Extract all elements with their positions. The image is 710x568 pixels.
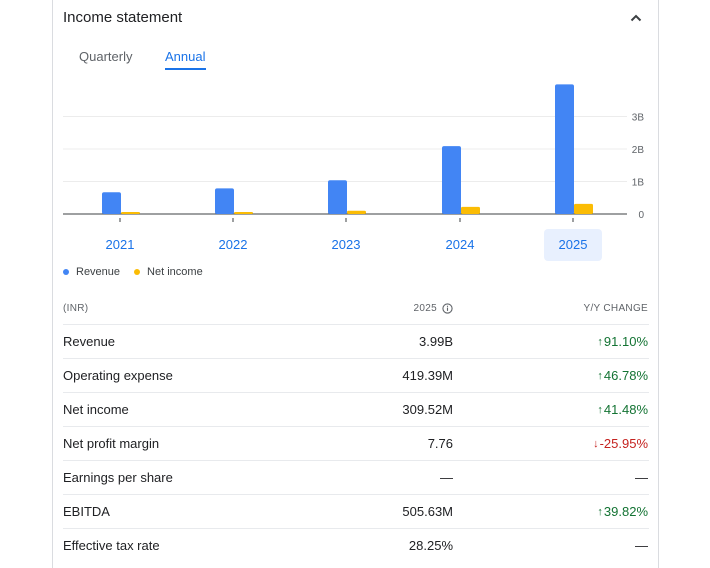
row-label: Effective tax rate <box>63 538 160 553</box>
header-year-label: 2025 <box>413 302 437 314</box>
legend-dot-net-income <box>134 269 141 275</box>
row-change: ↑ 91.10% <box>453 334 648 349</box>
row-change: ↑ 39.82% <box>453 504 648 519</box>
arrow-up-icon: ↑ <box>597 335 603 348</box>
legend-dot-revenue <box>63 269 69 275</box>
income-chart: 0 1B 2B 3B <box>63 84 645 222</box>
bar-net-income-2022 <box>234 212 253 214</box>
legend-label-revenue: Revenue <box>76 266 121 278</box>
row-change: — <box>635 470 648 485</box>
table-row: Earnings per share — — <box>63 461 649 495</box>
row-label: Earnings per share <box>63 470 173 485</box>
row-value: 505.63M <box>402 504 453 519</box>
row-label: Net profit margin <box>63 436 160 451</box>
table-header: (INR) 2025 Y/Y CHANGE <box>63 292 649 325</box>
row-value: 419.39M <box>402 368 453 383</box>
row-change: ↑ 46.78% <box>453 368 648 383</box>
row-change-value: 91.10% <box>603 334 648 349</box>
chevron-up-icon <box>630 14 642 22</box>
arrow-down-icon: ↓ <box>593 437 599 450</box>
row-change: ↓ -25.95% <box>453 436 648 451</box>
table-row: Operating expense 419.39M ↑ 46.78% <box>63 359 649 393</box>
chart-legend: Revenue Net income <box>63 266 217 278</box>
y-tick-label: 0 <box>638 210 644 221</box>
year-button-2022[interactable]: 2022 <box>218 237 248 252</box>
header-year: 2025 <box>323 303 453 314</box>
bar-revenue-2021 <box>102 192 121 214</box>
row-value: — <box>440 470 453 485</box>
row-value: 7.76 <box>427 436 453 451</box>
legend-label-net-income: Net income <box>147 266 203 278</box>
bar-net-income-2021 <box>121 212 140 214</box>
row-label: Operating expense <box>63 368 173 383</box>
year-button-2021[interactable]: 2021 <box>105 237 135 252</box>
row-change: — <box>635 538 648 553</box>
financials-table: (INR) 2025 Y/Y CHANGE Revenue 3.99B ↑ 91.10… <box>63 292 649 562</box>
row-change-value: 46.78% <box>603 368 648 383</box>
row-label: EBITDA <box>63 504 110 519</box>
row-change: ↑ 41.48% <box>453 402 648 417</box>
row-change-value: -25.95% <box>599 436 648 451</box>
collapse-button[interactable] <box>627 9 645 27</box>
table-row: Net profit margin 7.76 ↓ -25.95% <box>63 427 649 461</box>
row-label: Net income <box>63 402 129 417</box>
row-change-value: 39.82% <box>603 504 648 519</box>
card-title: Income statement <box>63 9 183 26</box>
y-tick-label: 1B <box>632 178 645 189</box>
arrow-up-icon: ↑ <box>597 403 603 416</box>
row-value: 3.99B <box>419 334 453 349</box>
row-value: 309.52M <box>402 402 453 417</box>
legend-item-revenue: Revenue <box>63 266 120 278</box>
row-label: Revenue <box>63 334 116 349</box>
row-value: 28.25% <box>408 538 453 553</box>
bar-revenue-2024 <box>442 146 461 214</box>
y-tick-label: 3B <box>632 113 645 124</box>
tab-annual[interactable]: Annual <box>165 49 206 64</box>
bar-net-income-2025 <box>574 203 593 214</box>
year-button-2023[interactable]: 2023 <box>331 237 361 252</box>
table-body: Revenue 3.99B ↑ 91.10% Operating expense 419.… <box>63 325 649 562</box>
bar-net-income-2024 <box>461 206 480 214</box>
bar-net-income-2023 <box>347 210 366 214</box>
header-currency: (INR) <box>63 302 89 314</box>
tab-active-indicator <box>165 68 206 70</box>
table-row: EBITDA 505.63M ↑ 39.82% <box>63 495 649 529</box>
table-row: Revenue 3.99B ↑ 91.10% <box>63 325 649 359</box>
tab-quarterly[interactable]: Quarterly <box>79 49 133 64</box>
y-tick-label: 2B <box>632 145 645 156</box>
bar-revenue-2022 <box>215 188 234 214</box>
table-row: Effective tax rate 28.25% — <box>63 529 649 562</box>
info-icon[interactable] <box>442 302 453 314</box>
bar-revenue-2025 <box>555 84 574 214</box>
year-button-2025[interactable]: 2025 <box>544 229 602 261</box>
arrow-up-icon: ↑ <box>597 369 603 382</box>
table-row: Net income 309.52M ↑ 41.48% <box>63 393 649 427</box>
legend-item-net-income: Net income <box>134 266 203 278</box>
header-change: Y/Y CHANGE <box>583 302 648 314</box>
arrow-up-icon: ↑ <box>597 505 603 518</box>
income-statement-card <box>52 0 659 568</box>
bar-revenue-2023 <box>328 180 347 214</box>
row-change-value: 41.48% <box>603 402 648 417</box>
year-button-2024[interactable]: 2024 <box>445 237 475 252</box>
